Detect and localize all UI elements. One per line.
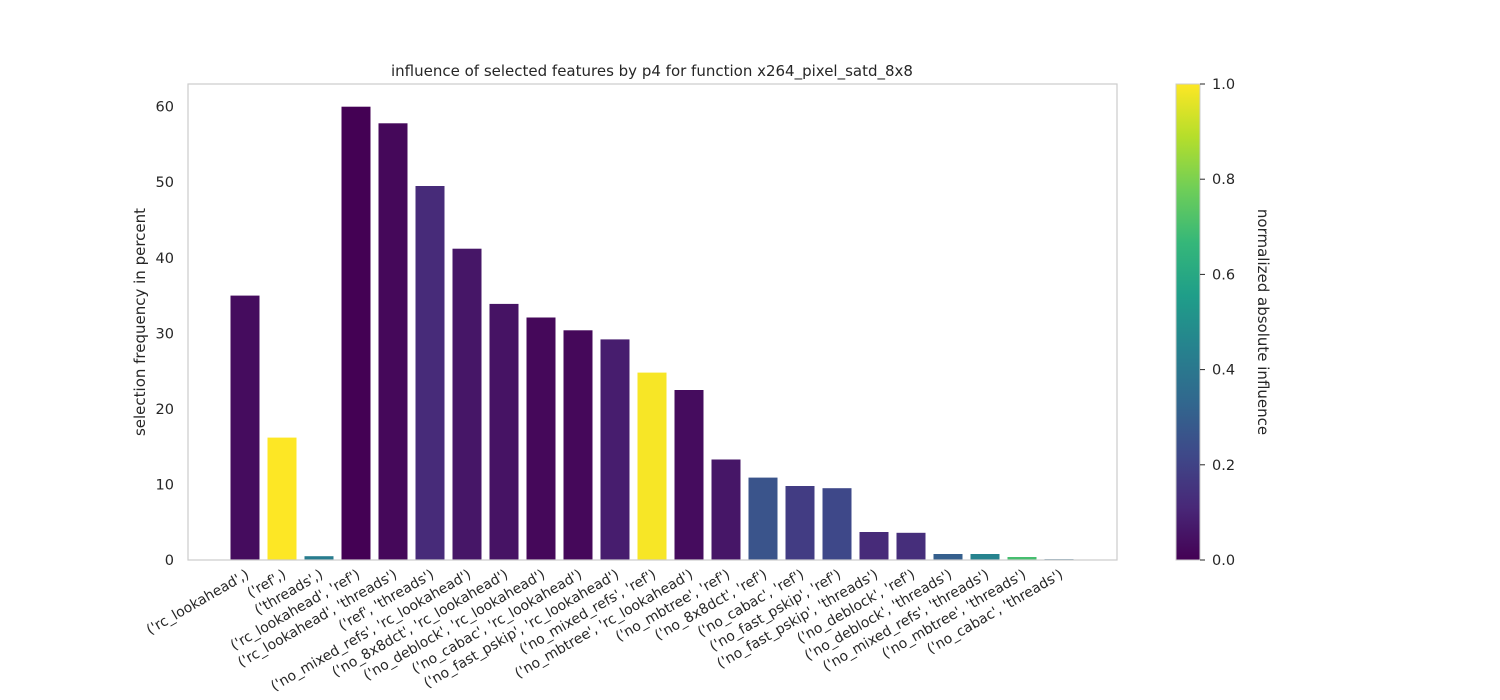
colorbar-frame [1175, 83, 1201, 561]
y-tick-label: 60 [156, 100, 174, 116]
bar-4 [378, 123, 408, 561]
y-axis-label: selection frequency in percent [131, 208, 149, 436]
colorbar-tick-label: 0.6 [1212, 267, 1235, 283]
bar-5 [415, 186, 445, 560]
y-tick-label: 40 [156, 251, 174, 267]
chart-title: influence of selected features by p4 for… [391, 62, 913, 81]
bar-8 [526, 317, 556, 560]
bar-10 [600, 339, 630, 560]
x-axis-ticks: ('rc_lookahead',)('ref',)('threads',)('r… [144, 567, 1066, 695]
bar-9 [563, 330, 593, 560]
bar-12 [674, 390, 704, 560]
bar-7 [489, 303, 519, 560]
colorbar-tick-label: 1.0 [1212, 77, 1235, 93]
x-tick-label: ('rc_lookahead',) [144, 567, 252, 639]
bars [230, 106, 1074, 561]
bar-0 [230, 295, 260, 560]
bar-3 [341, 106, 371, 560]
colorbar-tick-label: 0.0 [1212, 553, 1235, 569]
bar-20 [970, 554, 1000, 560]
bar-6 [452, 248, 482, 560]
bar-11 [637, 372, 667, 560]
bar-13 [711, 459, 741, 560]
bar-16 [822, 488, 852, 560]
bar-17 [859, 532, 889, 560]
plot-frame [187, 83, 1118, 561]
y-tick-label: 10 [156, 477, 174, 493]
bar-18 [896, 532, 926, 560]
bar-19 [933, 554, 963, 560]
y-tick-label: 0 [165, 553, 174, 569]
bar-1 [267, 437, 297, 560]
y-tick-label: 30 [156, 326, 174, 342]
colorbar-tick-label: 0.4 [1212, 363, 1235, 379]
y-tick-label: 50 [156, 175, 174, 191]
colorbar-tick-label: 0.8 [1212, 172, 1235, 188]
bar-21 [1007, 557, 1037, 560]
colorbar-label: normalized absolute influence [1254, 209, 1272, 435]
y-tick-label: 20 [156, 402, 174, 418]
bar-15 [785, 486, 815, 560]
colorbar-ticks: 0.0 0.2 0.4 0.6 0.8 1.0 [1200, 77, 1235, 569]
bar-2 [304, 556, 334, 560]
bar-14 [748, 477, 778, 560]
colorbar [1176, 84, 1200, 560]
colorbar-tick-label: 0.2 [1212, 458, 1235, 474]
y-axis-ticks: 0 10 20 30 40 50 60 [156, 100, 174, 569]
